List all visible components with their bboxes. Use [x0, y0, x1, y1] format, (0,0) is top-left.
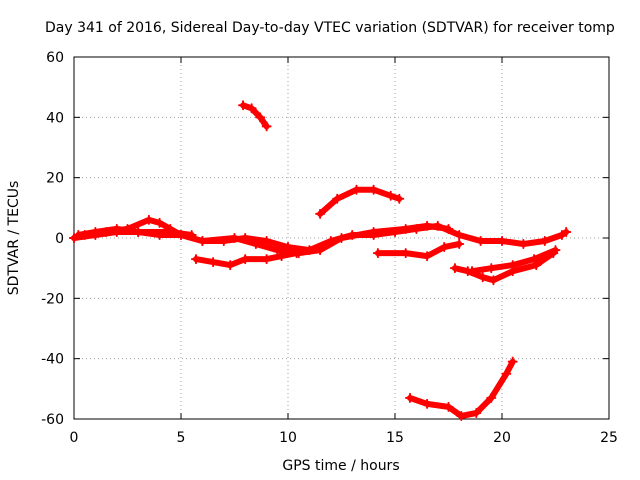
data-series-line: [240, 102, 270, 130]
data-point-marker: [246, 103, 257, 114]
y-axis-label: SDTVAR / TECUs: [6, 181, 22, 296]
data-series-group: [69, 100, 572, 421]
data-point-marker: [400, 223, 411, 234]
data-point-marker: [69, 233, 79, 243]
data-point-marker: [422, 220, 433, 231]
data-point-marker: [165, 226, 176, 237]
data-point-marker: [467, 266, 478, 277]
x-tick-label: 5: [177, 430, 186, 446]
data-point-marker: [501, 368, 512, 379]
y-tick-label: -20: [41, 291, 64, 307]
data-point-marker: [443, 401, 454, 412]
data-point-marker: [497, 236, 507, 247]
data-point-marker: [291, 248, 302, 259]
data-point-marker: [422, 398, 433, 409]
data-point-marker: [332, 193, 343, 204]
data-point-marker: [486, 263, 497, 274]
data-point-marker: [486, 392, 497, 403]
data-point-marker: [507, 260, 518, 271]
y-tick-label: -60: [41, 412, 64, 428]
data-point-marker: [372, 248, 383, 259]
data-point-marker: [456, 410, 467, 421]
y-tick-label: 40: [46, 110, 64, 126]
data-point-marker: [368, 184, 379, 195]
data-point-marker: [111, 226, 122, 237]
data-point-marker: [208, 257, 219, 268]
data-series-line: [317, 186, 403, 217]
data-point-marker: [133, 226, 144, 237]
data-point-marker: [385, 190, 396, 201]
data-point-marker: [261, 254, 272, 265]
data-point-marker: [154, 217, 165, 228]
data-point-marker: [197, 236, 208, 247]
x-tick-label: 15: [386, 430, 404, 446]
data-point-marker: [394, 193, 405, 204]
y-tick-label: -40: [41, 352, 64, 368]
data-point-marker: [261, 121, 272, 132]
data-point-marker: [488, 275, 499, 286]
data-point-marker: [507, 356, 518, 367]
x-tick-label: 25: [600, 430, 618, 446]
data-point-marker: [351, 184, 362, 195]
data-point-marker: [90, 229, 101, 240]
data-point-marker: [315, 245, 326, 256]
data-point-marker: [471, 407, 482, 418]
y-tick-label: 60: [46, 50, 64, 66]
data-point-marker: [550, 245, 561, 256]
data-point-marker: [404, 392, 415, 403]
data-point-marker: [229, 233, 240, 243]
x-tick-label: 0: [70, 430, 79, 446]
data-point-marker: [539, 236, 550, 247]
data-point-marker: [422, 251, 433, 262]
data-point-marker: [368, 226, 379, 237]
x-tick-label: 10: [279, 430, 297, 446]
y-tick-label: 0: [55, 231, 64, 247]
data-point-marker: [400, 248, 411, 259]
data-point-marker: [186, 229, 197, 240]
data-series-line: [407, 358, 516, 419]
data-point-marker: [531, 260, 542, 271]
data-point-marker: [529, 254, 540, 265]
data-point-marker: [454, 229, 465, 240]
data-point-marker: [454, 239, 465, 250]
data-point-marker: [250, 239, 261, 250]
data-point-marker: [518, 239, 529, 250]
data-point-marker: [449, 263, 460, 274]
data-point-marker: [272, 245, 283, 256]
data-point-marker: [443, 223, 454, 234]
y-tick-label: 20: [46, 171, 64, 187]
x-axis-label: GPS time / hours: [282, 458, 399, 474]
data-point-marker: [475, 236, 486, 247]
data-point-marker: [477, 272, 488, 283]
data-point-marker: [240, 254, 251, 265]
data-point-marker: [315, 208, 326, 219]
data-point-marker: [276, 251, 287, 262]
data-point-marker: [336, 233, 347, 243]
data-point-marker: [143, 214, 154, 225]
axis-ticks: 0 5 10 15 20 25 -60 -40 -20 0 20 40 60: [41, 50, 618, 446]
x-tick-label: 20: [493, 430, 511, 446]
data-point-marker: [255, 112, 266, 123]
data-point-marker: [190, 254, 201, 265]
data-point-marker: [439, 242, 450, 253]
data-point-marker: [238, 100, 249, 111]
data-point-marker: [561, 226, 572, 237]
data-point-marker: [225, 260, 236, 271]
chart-title: Day 341 of 2016, Sidereal Day-to-day VTE…: [45, 20, 615, 36]
data-point-marker: [261, 236, 272, 247]
data-series-line: [374, 241, 463, 260]
